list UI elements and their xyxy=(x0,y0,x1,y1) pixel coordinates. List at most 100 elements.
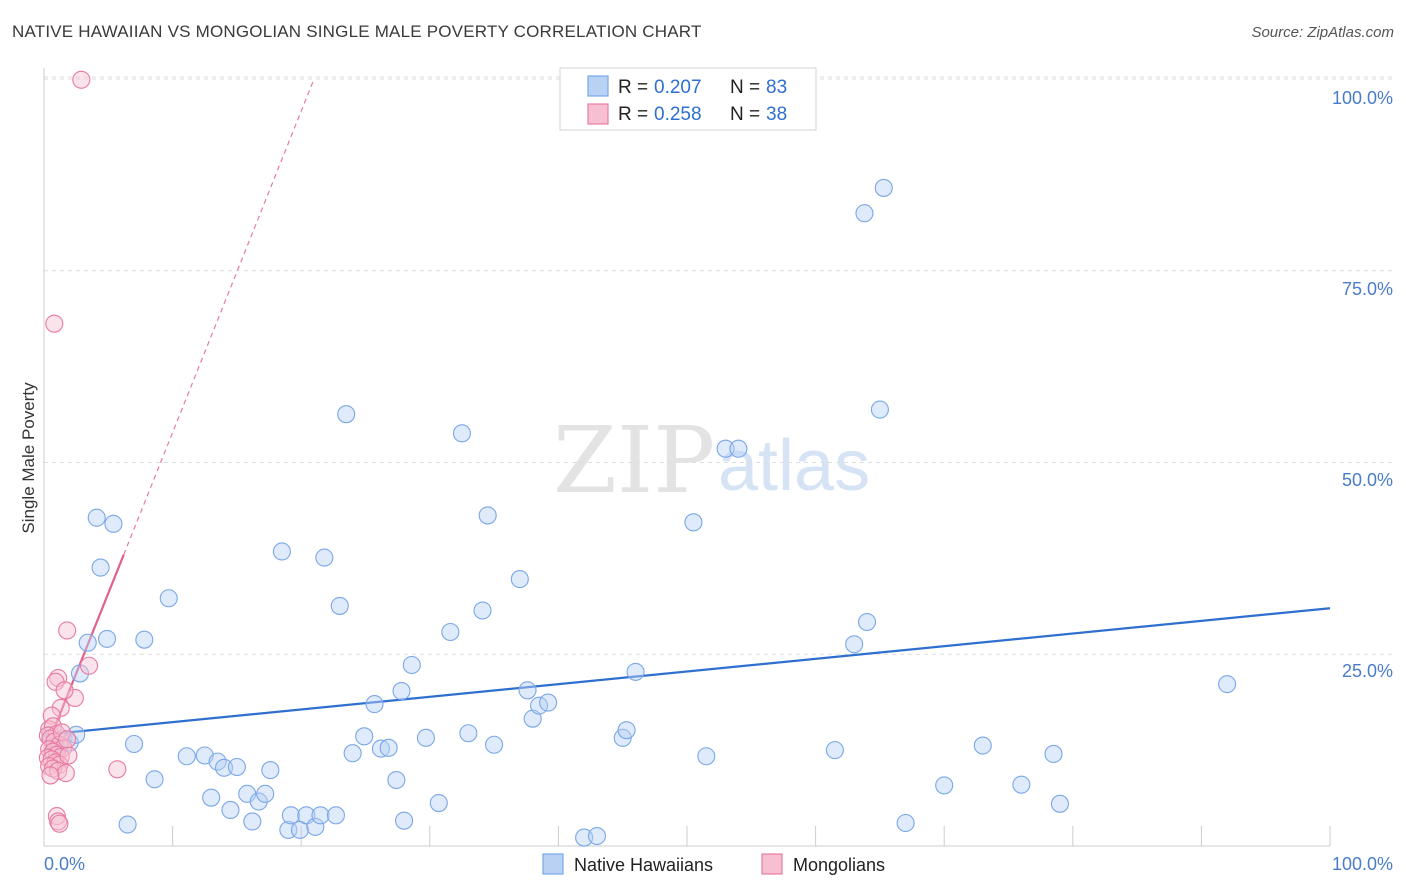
data-point-native-hawaiians-15 xyxy=(135,630,154,649)
data-point-native-hawaiians-67 xyxy=(626,662,645,681)
data-point-native-hawaiians-68 xyxy=(684,513,703,532)
grid-lines xyxy=(44,76,1393,655)
watermark-atlas: atlas xyxy=(718,426,870,506)
data-point-native-hawaiians-76 xyxy=(870,400,889,419)
legend-n-label-blue: N = xyxy=(730,77,760,98)
data-point-native-hawaiians-50 xyxy=(416,728,435,747)
data-point-native-hawaiians-6 xyxy=(67,725,86,744)
y-tick-label-25: 25.0% xyxy=(1342,661,1393,681)
data-point-native-hawaiians-55 xyxy=(473,601,492,620)
data-point-native-hawaiians-20 xyxy=(202,788,221,807)
data-point-native-hawaiians-18 xyxy=(177,747,196,766)
data-point-native-hawaiians-57 xyxy=(485,735,504,754)
data-point-native-hawaiians-60 xyxy=(523,709,542,728)
data-point-native-hawaiians-69 xyxy=(697,747,716,766)
data-point-native-hawaiians-62 xyxy=(539,693,558,712)
y-axis-label: Single Male Poverty xyxy=(19,382,38,534)
bottom-legend-swatch-pink xyxy=(761,853,783,875)
x-tick-label-0: 0.0% xyxy=(44,854,85,874)
data-point-native-hawaiians-53 xyxy=(452,424,472,443)
legend-n-value-blue: 83 xyxy=(766,77,787,98)
data-point-native-hawaiians-81 xyxy=(1012,775,1031,794)
data-point-mongolians-30 xyxy=(41,766,60,785)
data-point-native-hawaiians-10 xyxy=(91,558,110,577)
data-point-native-hawaiians-78 xyxy=(896,813,915,833)
trend-line-pink-dashed xyxy=(123,78,315,555)
data-point-mongolians-6 xyxy=(55,681,74,700)
data-point-native-hawaiians-75 xyxy=(857,612,877,632)
trend-line-pink-solid xyxy=(42,554,125,755)
axes xyxy=(43,68,1331,847)
data-point-native-hawaiians-79 xyxy=(935,776,954,795)
data-point-native-hawaiians-28 xyxy=(256,784,275,803)
data-point-native-hawaiians-12 xyxy=(104,514,123,533)
data-point-native-hawaiians-83 xyxy=(1050,794,1069,813)
data-point-native-hawaiians-38 xyxy=(326,806,345,825)
data-point-native-hawaiians-24 xyxy=(227,757,246,777)
chart-title: NATIVE HAWAIIAN VS MONGOLIAN SINGLE MALE… xyxy=(12,22,702,41)
data-point-mongolians-37 xyxy=(58,730,77,749)
data-point-mongolians-2 xyxy=(58,621,77,640)
series-mongolians xyxy=(38,70,127,833)
data-point-native-hawaiians-16 xyxy=(145,770,164,789)
y-tick-label-100: 100.0% xyxy=(1332,88,1393,108)
data-point-native-hawaiians-77 xyxy=(874,178,893,197)
data-point-native-hawaiians-44 xyxy=(371,739,390,758)
data-point-native-hawaiians-58 xyxy=(510,570,529,589)
trend-line-blue xyxy=(43,607,1331,736)
y-tick-label-50: 50.0% xyxy=(1342,470,1393,490)
data-point-native-hawaiians-59 xyxy=(518,681,537,700)
legend-n-value-pink: 38 xyxy=(766,104,787,125)
data-point-native-hawaiians-47 xyxy=(392,682,411,701)
correlation-legend: R = 0.207 N = 83 R = 0.258 N = 38 xyxy=(559,67,817,131)
data-point-native-hawaiians-8 xyxy=(78,633,97,652)
legend-n-label-pink: N = xyxy=(730,104,760,125)
data-point-native-hawaiians-23 xyxy=(221,800,240,820)
bottom-legend-label-blue: Native Hawaiians xyxy=(574,855,713,875)
legend-r-value-pink: 0.258 xyxy=(654,104,702,125)
data-point-native-hawaiians-46 xyxy=(387,770,406,790)
legend-r-label-pink: R = xyxy=(618,104,648,125)
data-point-mongolians-35 xyxy=(108,760,127,779)
data-point-native-hawaiians-30 xyxy=(272,542,291,561)
data-point-native-hawaiians-84 xyxy=(1218,675,1237,694)
legend-swatch-pink xyxy=(587,103,609,125)
data-point-mongolians-0 xyxy=(72,70,91,89)
bottom-legend-swatch-blue xyxy=(542,853,564,875)
data-point-native-hawaiians-27 xyxy=(249,792,268,811)
legend-r-label-blue: R = xyxy=(618,77,648,98)
data-point-mongolians-29 xyxy=(56,764,75,783)
source-label: Source: ZipAtlas.com xyxy=(1251,24,1394,41)
data-point-native-hawaiians-71 xyxy=(729,439,748,458)
data-point-native-hawaiians-74 xyxy=(855,204,874,223)
data-point-native-hawaiians-11 xyxy=(97,629,117,648)
watermark-zip: ZIP xyxy=(553,407,715,514)
data-point-native-hawaiians-73 xyxy=(845,635,864,654)
data-point-native-hawaiians-45 xyxy=(379,738,398,757)
data-point-native-hawaiians-36 xyxy=(311,806,330,825)
data-point-native-hawaiians-40 xyxy=(337,405,356,424)
data-point-mongolians-31 xyxy=(59,746,78,765)
data-point-native-hawaiians-22 xyxy=(214,758,234,777)
data-point-native-hawaiians-41 xyxy=(343,744,362,763)
data-point-native-hawaiians-80 xyxy=(973,736,992,755)
data-point-mongolians-34 xyxy=(50,814,69,833)
data-point-native-hawaiians-43 xyxy=(365,695,384,714)
data-point-mongolians-5 xyxy=(65,688,84,708)
data-point-native-hawaiians-54 xyxy=(459,724,478,743)
data-point-native-hawaiians-37 xyxy=(315,548,334,567)
data-point-native-hawaiians-70 xyxy=(716,439,735,458)
data-point-native-hawaiians-56 xyxy=(478,506,497,525)
data-point-native-hawaiians-72 xyxy=(825,741,844,760)
data-point-mongolians-7 xyxy=(79,656,99,675)
data-point-native-hawaiians-14 xyxy=(124,734,144,754)
data-point-native-hawaiians-17 xyxy=(159,589,178,608)
data-point-mongolians-1 xyxy=(45,314,64,333)
series-legend: Native Hawaiians Mongolians xyxy=(542,853,885,875)
data-point-native-hawaiians-64 xyxy=(587,826,607,846)
bottom-legend-label-pink: Mongolians xyxy=(793,855,885,875)
data-point-native-hawaiians-13 xyxy=(118,815,137,834)
trend-line-mongolians xyxy=(42,78,315,755)
trend-line-native-hawaiians xyxy=(43,607,1331,736)
